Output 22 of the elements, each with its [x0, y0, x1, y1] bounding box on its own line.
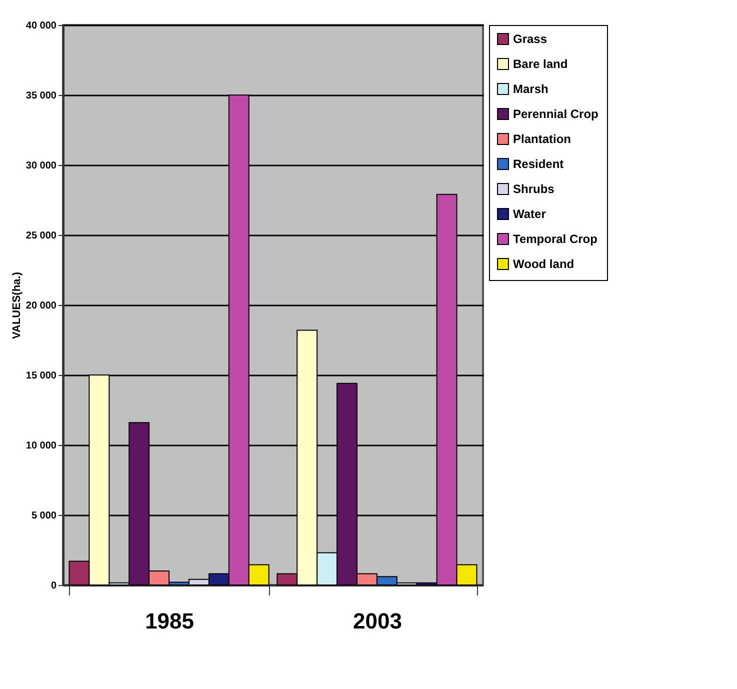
x-tick-label: 1985: [145, 608, 194, 634]
y-tick-label: 10 000: [26, 440, 57, 452]
legend-label: Marsh: [513, 82, 548, 96]
y-axis-title: VALUES(ha.): [10, 272, 23, 340]
legend-label: Water: [513, 207, 546, 221]
y-tick-label: 15 000: [26, 370, 57, 382]
legend-label: Grass: [513, 32, 548, 46]
legend-label: Temporal Crop: [513, 232, 598, 246]
y-tick-label: 40 000: [26, 20, 57, 32]
legend-label: Plantation: [513, 132, 572, 146]
y-tick-label: 0: [50, 580, 57, 592]
y-tick-label: 25 000: [26, 230, 57, 242]
y-tick-label: 20 000: [26, 300, 57, 312]
legend-label: Shrubs: [513, 182, 555, 196]
legend-label: Perennial Crop: [513, 107, 598, 121]
y-tick-label: 35 000: [26, 90, 57, 102]
legend-label: Bare land: [513, 57, 568, 71]
legend-label: Wood land: [513, 257, 574, 271]
y-tick-label: 30 000: [26, 160, 57, 172]
y-tick-label: 5 000: [31, 510, 57, 522]
x-tick-label: 2003: [352, 608, 402, 634]
legend-label: Resident: [513, 157, 564, 171]
